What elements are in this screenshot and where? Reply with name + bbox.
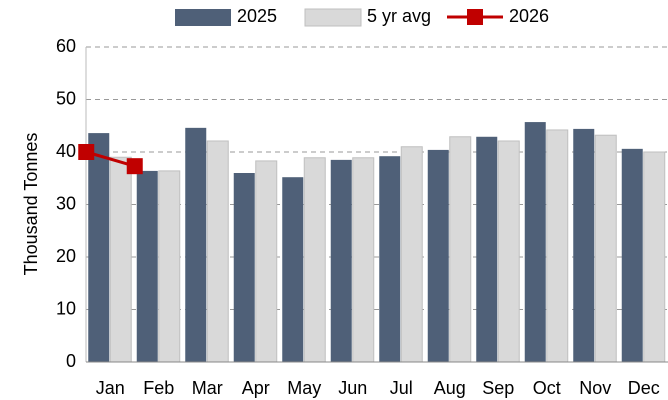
y-tick-label: 30 [56,193,76,213]
bar [330,159,352,362]
y-tick-label: 60 [56,36,76,56]
legend-label: 5 yr avg [367,6,431,26]
bar [524,122,546,362]
bar [303,157,326,363]
marker [126,158,143,175]
legend-swatch [175,9,231,26]
bar [621,148,643,362]
y-tick-label: 50 [56,88,76,108]
line [85,150,136,168]
x-tick-label: Aug [434,378,466,398]
bar [643,151,666,363]
x-tick-label: Jun [338,378,367,398]
bar [546,129,569,363]
bar [449,136,472,363]
legend-swatch [467,9,483,25]
legend-label: 2025 [237,6,277,26]
x-tick-label: Oct [533,378,561,398]
bar [379,156,401,362]
y-tick-label: 40 [56,141,76,161]
y-tick-label: 10 [56,298,76,318]
bar [282,177,304,362]
x-tick-label: Jul [390,378,413,398]
bar [88,133,110,362]
marker [78,144,95,160]
bar [109,156,132,363]
bar [476,136,498,362]
bar [233,173,255,362]
bar [400,146,423,363]
x-tick-label: Nov [579,378,611,398]
bar [352,157,375,363]
y-tick-label: 0 [66,351,76,371]
x-tick-label: Mar [192,378,223,398]
x-tick-label: Jan [96,378,125,398]
bar [136,170,158,362]
x-tick-label: Feb [143,378,174,398]
legend-swatch [304,8,362,27]
bar [594,134,617,363]
bar [158,170,181,363]
x-tick-label: Apr [242,378,270,398]
x-tick-label: Dec [628,378,660,398]
legend-label: 2026 [509,6,549,26]
y-axis-label: Thousand Tonnes [21,133,41,276]
bar [497,140,520,363]
bar [206,140,229,363]
x-tick-label: May [287,378,321,398]
bar [185,127,207,362]
bar [255,160,278,363]
x-tick-label: Sep [482,378,514,398]
bar [573,128,595,362]
bar [427,149,449,362]
y-tick-label: 20 [56,246,76,266]
